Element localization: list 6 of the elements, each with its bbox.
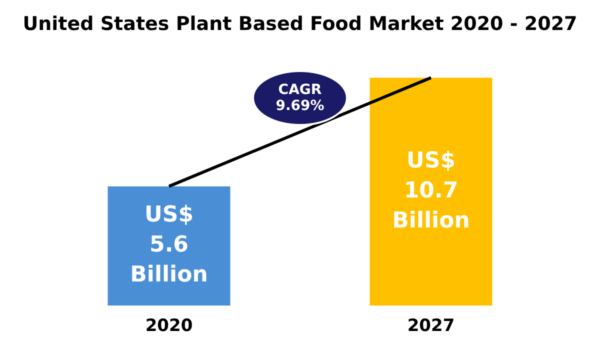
chart-title: United States Plant Based Food Market 2020 - 2027 [22, 12, 578, 37]
data-label: US$ 5.6 Billion [130, 202, 208, 288]
oval-badge: CAGR 9.69% [252, 70, 348, 126]
x-tick-label: 2020 [145, 316, 193, 336]
x-tick-label: 2027 [407, 316, 455, 336]
data-label: US$ 10.7 Billion [392, 148, 470, 234]
